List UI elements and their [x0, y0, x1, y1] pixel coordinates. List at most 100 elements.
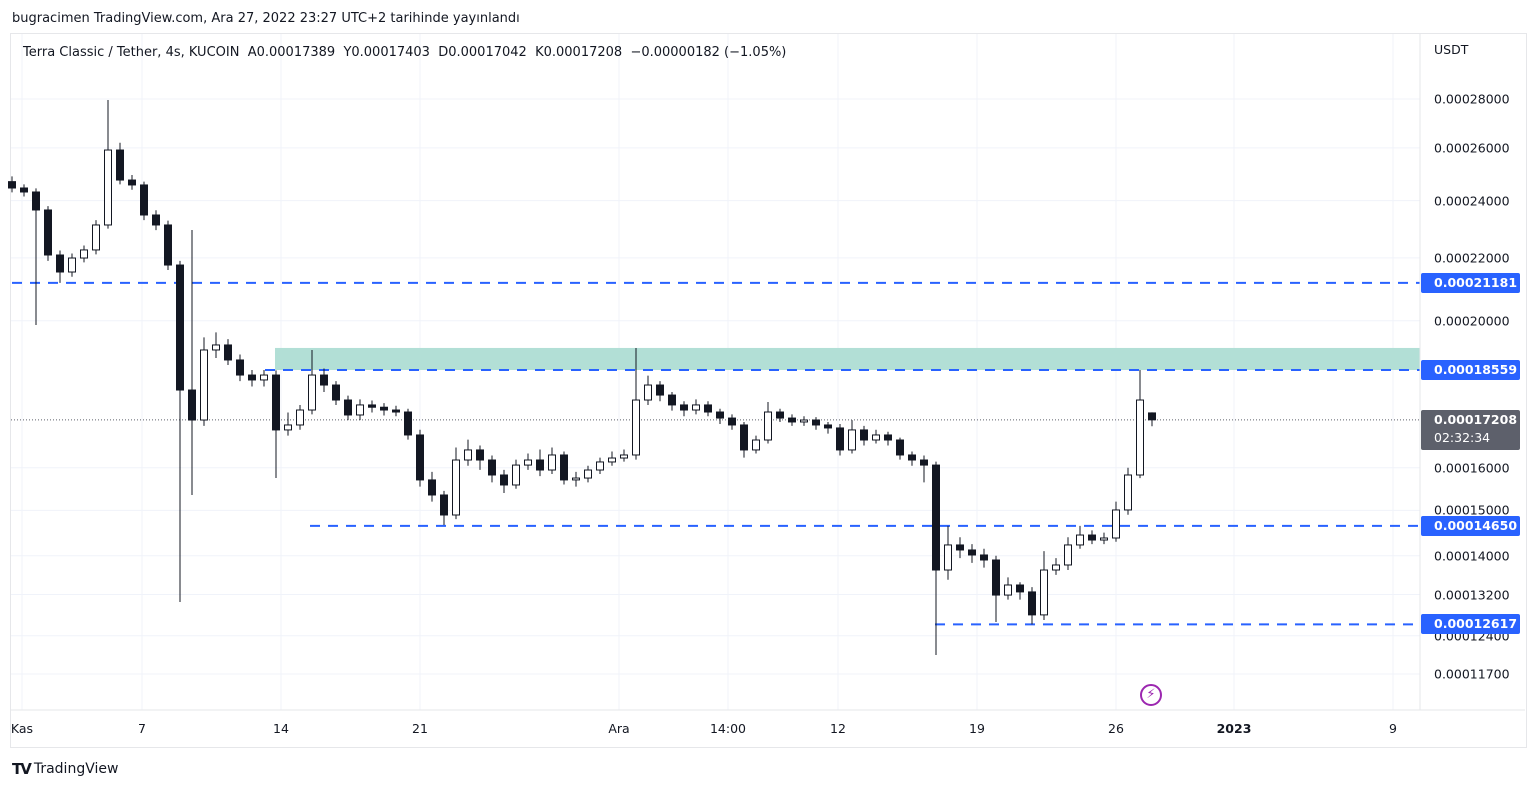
candle [716, 408, 724, 424]
candle [1136, 370, 1144, 479]
candle-body [632, 399, 640, 456]
candle-body [860, 429, 868, 441]
candle [740, 422, 748, 458]
candle-body [1064, 544, 1072, 566]
x-tick: 7 [138, 721, 146, 736]
candle [608, 451, 616, 466]
candle-body [668, 394, 676, 406]
candle [704, 401, 712, 417]
candle-body [812, 419, 820, 426]
candle-body [872, 434, 880, 441]
candle-body [296, 409, 304, 426]
candle [344, 395, 352, 421]
candle [224, 339, 232, 366]
candle [476, 445, 484, 470]
candle [668, 392, 676, 411]
candle [104, 99, 112, 229]
candle [308, 349, 316, 415]
candle-body [608, 457, 616, 463]
candle [1100, 532, 1108, 545]
candle [44, 206, 52, 261]
candle [260, 370, 268, 387]
candle-body [800, 419, 808, 423]
candle [896, 437, 904, 460]
candle-body [1148, 412, 1156, 421]
candle-body [920, 459, 928, 466]
candle-body [356, 404, 364, 416]
candle-body [188, 389, 196, 421]
candle-body [416, 434, 424, 481]
candles [8, 99, 1156, 656]
candle [584, 465, 592, 483]
candle-body [164, 224, 172, 266]
candle [200, 337, 208, 426]
candle-body [116, 149, 124, 181]
candle [632, 347, 640, 460]
symbol-name: Terra Classic / Tether, 4s, KUCOIN [23, 45, 240, 60]
candle-body [824, 424, 832, 429]
candle [872, 429, 880, 444]
y-tick: 0.00022000 [1434, 250, 1510, 266]
candle-body [140, 184, 148, 216]
candle-body [1100, 537, 1108, 541]
candle [812, 417, 820, 430]
candle-body [620, 454, 628, 459]
y-tick: 0.00014000 [1434, 548, 1510, 564]
candle [992, 555, 1000, 622]
candle-body [932, 464, 940, 571]
symbol-legend: Terra Classic / Tether, 4s, KUCOIN A0.00… [23, 45, 786, 60]
candle-body [8, 181, 16, 189]
currency-label: USDT [1434, 42, 1469, 57]
x-tick: 26 [1108, 721, 1124, 736]
candle [500, 469, 508, 493]
candle [1004, 577, 1012, 600]
level-price-label: 0.00014650 [1421, 515, 1520, 536]
candle [1052, 558, 1060, 575]
high-value: Y0.00017403 [343, 45, 430, 60]
candle [152, 210, 160, 231]
candle-body [1076, 534, 1084, 546]
candle [980, 548, 988, 568]
candle-body [656, 384, 664, 396]
candle-body [1028, 591, 1036, 616]
candle [572, 471, 580, 487]
candle [824, 422, 832, 434]
candle [296, 404, 304, 430]
candle [728, 414, 736, 430]
candle [596, 457, 604, 474]
candle-body [56, 254, 64, 273]
candle [92, 220, 100, 255]
candle-body [464, 449, 472, 461]
level-price-label: 0.00018559 [1421, 360, 1520, 380]
candle-body [584, 469, 592, 479]
candle-body [788, 417, 796, 423]
candle-body [716, 411, 724, 419]
candle-body [992, 559, 1000, 596]
candle [1040, 551, 1048, 621]
candle [368, 400, 376, 413]
lightning-bolt-icon[interactable]: ⚡ [1140, 684, 1162, 706]
x-tick: 14:00 [709, 721, 747, 736]
candle [908, 451, 916, 466]
x-tick: 21 [412, 721, 428, 736]
candle [236, 354, 244, 382]
candle-body [596, 461, 604, 471]
tradingview-logo[interactable]: TV TradingView [12, 760, 118, 778]
candle-body [176, 264, 184, 391]
candle [32, 188, 40, 325]
candle [80, 245, 88, 263]
published-info: bugracimen TradingView.com, Ara 27, 2022… [12, 11, 520, 26]
logo-text: TradingView [33, 761, 119, 777]
x-tick: Kas [10, 721, 34, 736]
candle-body [560, 454, 568, 481]
candle [1028, 587, 1036, 625]
candle-body [704, 404, 712, 413]
chart-frame [10, 33, 1527, 748]
candle-body [752, 439, 760, 451]
candle-body [320, 374, 328, 386]
candle-body [68, 257, 76, 273]
candle-body [1088, 534, 1096, 541]
candle-body [968, 549, 976, 556]
candle-body [200, 349, 208, 421]
